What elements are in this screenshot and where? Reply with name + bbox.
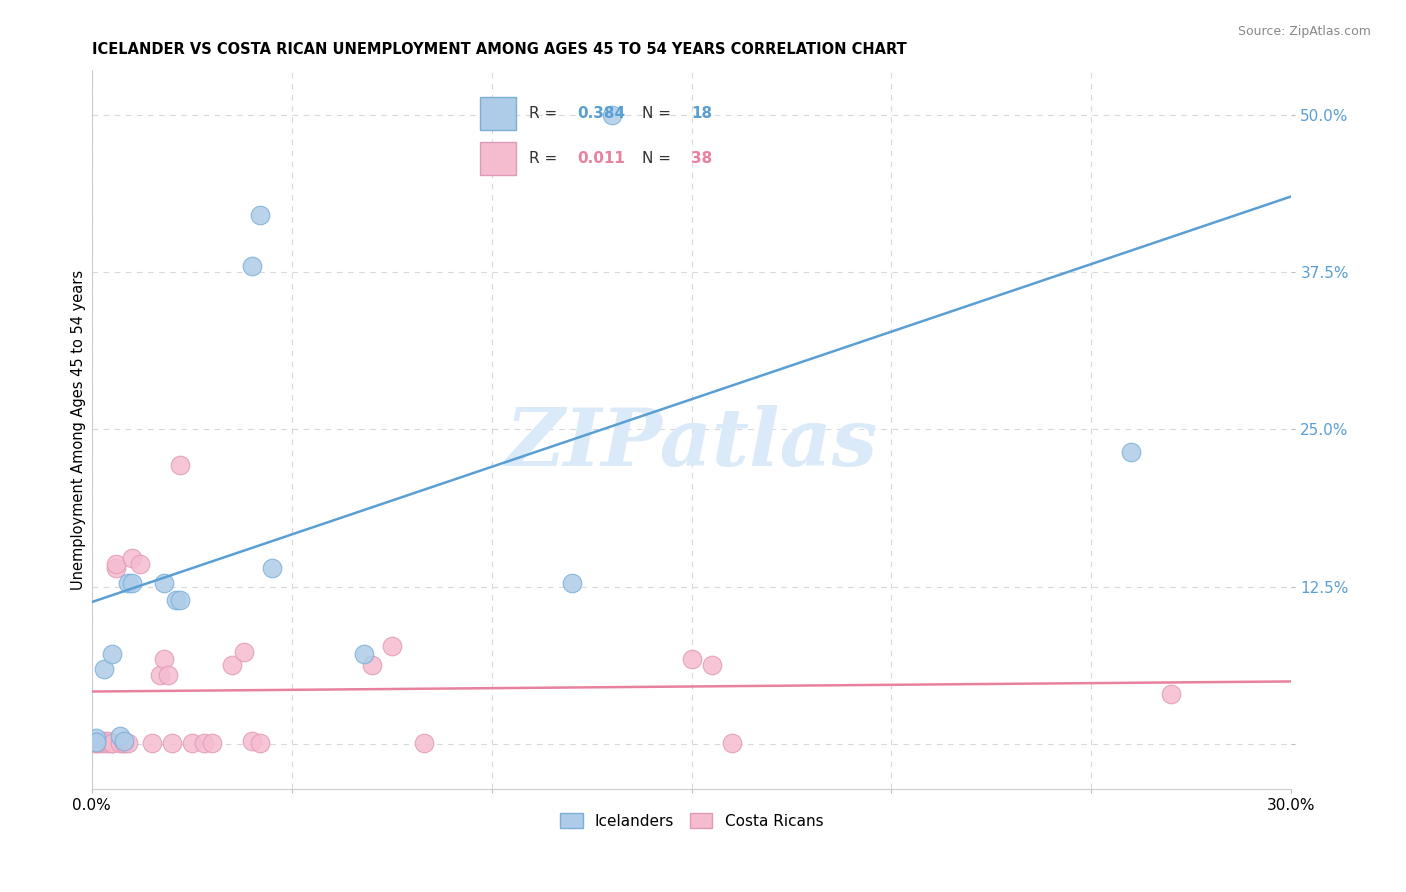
Point	[561, 576, 583, 591]
Point	[149, 668, 172, 682]
Point	[700, 658, 723, 673]
Point	[104, 561, 127, 575]
Point	[681, 652, 703, 666]
Point	[165, 592, 187, 607]
Point	[221, 658, 243, 673]
Point	[89, 736, 111, 750]
Point	[112, 736, 135, 750]
Point	[240, 733, 263, 747]
Y-axis label: Unemployment Among Ages 45 to 54 years: Unemployment Among Ages 45 to 54 years	[72, 269, 86, 590]
Point	[600, 107, 623, 121]
Point	[249, 208, 271, 222]
Point	[160, 736, 183, 750]
Point	[101, 736, 124, 750]
Point	[1121, 445, 1143, 459]
Point	[201, 736, 224, 750]
Point	[84, 736, 107, 750]
Point	[108, 729, 131, 743]
Point	[101, 647, 124, 661]
Point	[108, 736, 131, 750]
Text: ZIPatlas: ZIPatlas	[506, 405, 877, 483]
Point	[169, 458, 191, 472]
Point	[128, 558, 150, 572]
Point	[260, 561, 283, 575]
Point	[101, 736, 124, 750]
Point	[117, 736, 139, 750]
Point	[232, 645, 254, 659]
Legend: Icelanders, Costa Ricans: Icelanders, Costa Ricans	[554, 806, 830, 835]
Point	[97, 733, 120, 747]
Point	[169, 592, 191, 607]
Point	[104, 558, 127, 572]
Point	[720, 736, 742, 750]
Point	[84, 731, 107, 746]
Point	[117, 576, 139, 591]
Point	[97, 736, 120, 750]
Point	[360, 658, 382, 673]
Point	[152, 576, 174, 591]
Point	[1160, 687, 1182, 701]
Point	[84, 733, 107, 747]
Point	[141, 736, 163, 750]
Point	[84, 736, 107, 750]
Point	[112, 733, 135, 747]
Point	[84, 735, 107, 749]
Point	[412, 736, 434, 750]
Point	[152, 652, 174, 666]
Point	[93, 736, 115, 750]
Point	[121, 576, 143, 591]
Point	[180, 736, 202, 750]
Point	[381, 639, 404, 653]
Point	[93, 662, 115, 676]
Point	[156, 668, 179, 682]
Point	[240, 259, 263, 273]
Point	[93, 733, 115, 747]
Point	[249, 736, 271, 750]
Point	[112, 736, 135, 750]
Text: ICELANDER VS COSTA RICAN UNEMPLOYMENT AMONG AGES 45 TO 54 YEARS CORRELATION CHAR: ICELANDER VS COSTA RICAN UNEMPLOYMENT AM…	[91, 42, 907, 57]
Text: Source: ZipAtlas.com: Source: ZipAtlas.com	[1237, 25, 1371, 38]
Point	[121, 551, 143, 566]
Point	[193, 736, 215, 750]
Point	[353, 647, 375, 661]
